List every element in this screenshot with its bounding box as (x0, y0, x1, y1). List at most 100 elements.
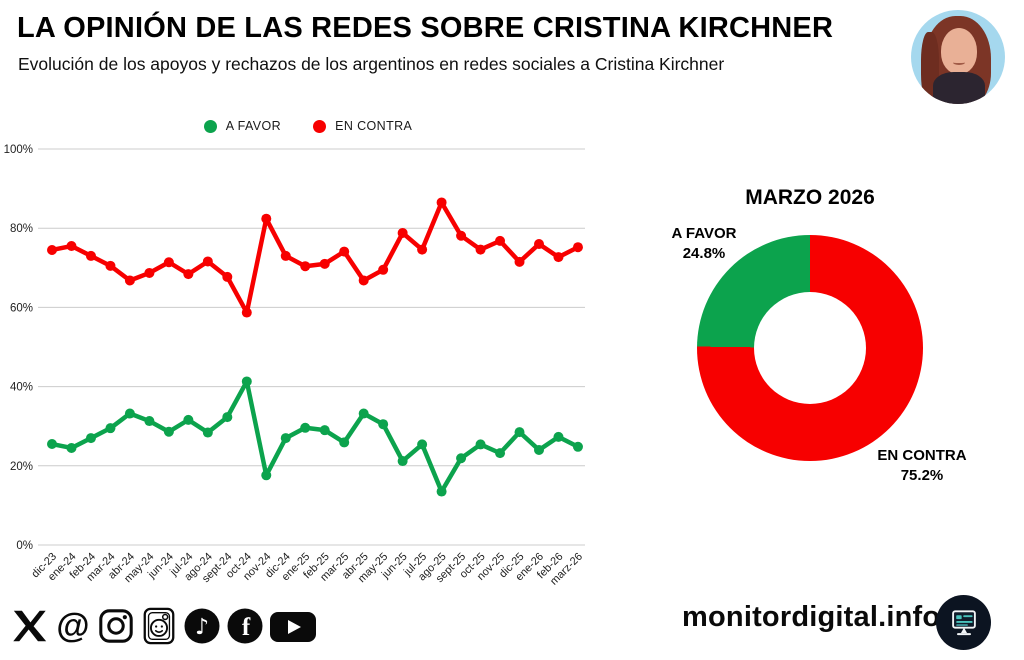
donut-chart (697, 235, 923, 461)
y-tick-label: 40% (10, 382, 33, 394)
data-point (85, 250, 96, 261)
series-line-a-favor (49, 379, 581, 494)
data-point (436, 486, 447, 497)
legend-item-a-favor: A FAVOR (203, 119, 282, 133)
donut-chart-title: MARZO 2026 (745, 186, 875, 209)
data-point (339, 437, 350, 448)
data-point (222, 271, 233, 282)
data-point (241, 376, 252, 387)
data-point (456, 230, 467, 241)
donut-hole (754, 292, 866, 404)
data-point (124, 408, 135, 419)
data-point (163, 257, 174, 268)
data-point (105, 423, 116, 434)
data-point (144, 416, 155, 427)
data-point (144, 267, 155, 278)
data-point (202, 427, 213, 438)
facebook-icon[interactable]: f (225, 604, 265, 648)
data-point (241, 307, 252, 318)
donut-label-en-contra: EN CONTRA 75.2% (862, 446, 982, 485)
data-point (475, 244, 486, 255)
legend-item-en-contra: EN CONTRA (313, 119, 412, 133)
data-point (163, 426, 174, 437)
y-tick-label: 60% (10, 302, 33, 314)
tiktok-icon[interactable]: ♪ (182, 604, 222, 648)
data-point (66, 241, 77, 252)
threads-icon[interactable]: @ (53, 604, 93, 648)
data-point (378, 419, 389, 430)
donut-label-a-favor-value: 24.8% (682, 244, 726, 262)
portrait-face-icon[interactable] (139, 604, 179, 648)
data-point (202, 256, 213, 267)
data-point (222, 412, 233, 423)
data-point (319, 258, 330, 269)
page-title: LA OPINIÓN DE LAS REDES SOBRE CRISTINA K… (17, 12, 834, 44)
avatar-body (933, 72, 985, 104)
data-point (183, 269, 194, 280)
page-subtitle: Evolución de los apoyos y rechazos de lo… (18, 54, 725, 74)
site-name: monitordigital.info (682, 601, 941, 633)
data-point (105, 260, 116, 271)
data-point (319, 425, 330, 436)
data-point (475, 439, 486, 450)
svg-text:♪: ♪ (195, 615, 209, 640)
data-point (124, 275, 135, 286)
legend-label-a-favor: A FAVOR (225, 119, 282, 133)
data-point (417, 244, 428, 255)
data-point (572, 242, 583, 253)
instagram-icon[interactable] (96, 604, 136, 648)
data-point (339, 246, 350, 257)
y-tick-label: 0% (16, 540, 33, 552)
data-point (534, 239, 544, 250)
data-point (397, 227, 408, 238)
data-point (514, 256, 525, 267)
svg-text:f: f (242, 614, 251, 641)
legend: A FAVOR EN CONTRA (28, 119, 588, 133)
donut-label-en-contra-name: EN CONTRA (877, 447, 967, 464)
data-point (436, 197, 447, 208)
donut-label-en-contra-value: 75.2% (900, 466, 944, 484)
y-tick-label: 80% (10, 223, 33, 235)
data-point (378, 264, 389, 275)
data-point (300, 261, 311, 272)
avatar-face (941, 28, 977, 74)
donut-label-a-favor: A FAVOR 24.8% (645, 224, 763, 263)
data-point (280, 433, 291, 444)
x-icon[interactable] (10, 604, 50, 648)
data-point (85, 433, 96, 444)
data-point (47, 244, 57, 255)
data-point (66, 442, 77, 453)
en-contra-dot-icon (313, 119, 327, 133)
a-favor-dot-icon (203, 119, 217, 133)
data-point (358, 408, 369, 419)
data-point (572, 441, 583, 452)
data-point (456, 453, 467, 464)
data-point (495, 448, 506, 459)
data-point (553, 252, 564, 263)
data-point (553, 431, 564, 442)
data-point (300, 422, 311, 433)
avatar-smile (953, 60, 965, 65)
line-chart: 0%20%40%60%80%100%dic-23ene-24feb-24mar-… (4, 144, 586, 588)
data-point (495, 235, 506, 246)
data-point (514, 427, 525, 438)
svg-text:@: @ (56, 607, 89, 645)
data-point (183, 414, 194, 425)
avatar (911, 10, 1005, 104)
data-point (280, 250, 291, 261)
youtube-icon[interactable] (268, 604, 318, 648)
y-tick-label: 20% (10, 461, 33, 473)
donut-label-a-favor-name: A FAVOR (671, 225, 737, 242)
data-point (358, 275, 369, 286)
data-point (534, 444, 544, 455)
y-tick-label: 100% (4, 144, 33, 156)
data-point (417, 439, 428, 450)
monitor-badge-icon (936, 595, 991, 650)
legend-label-en-contra: EN CONTRA (335, 119, 413, 133)
data-point (397, 456, 408, 467)
social-icons-row: @ ♪ (10, 604, 318, 648)
series-line-en-contra (49, 200, 581, 315)
data-point (261, 470, 272, 481)
data-point (47, 439, 57, 450)
